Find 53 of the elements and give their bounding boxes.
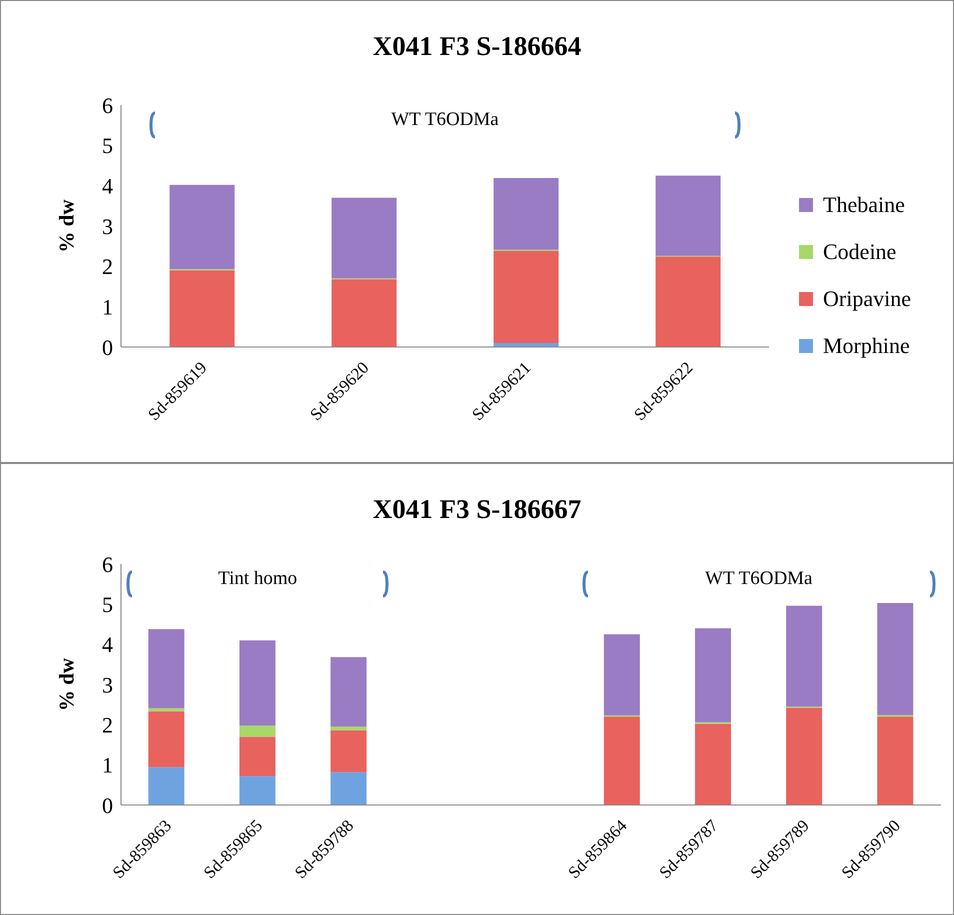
chart-title: X041 F3 S-186664 [372, 31, 582, 62]
y-tick-label: 5 [102, 592, 113, 617]
bar [239, 640, 276, 726]
y-axis-title: % dw [54, 198, 78, 253]
annotation: WT T6ODMa [390, 109, 500, 131]
bar [877, 716, 914, 805]
bar [170, 184, 235, 270]
bar [494, 178, 559, 250]
bar [239, 776, 276, 805]
bar [604, 634, 640, 716]
bar [330, 730, 367, 772]
bar [330, 657, 367, 727]
bar [332, 198, 397, 278]
bar [604, 716, 640, 805]
bar [148, 629, 184, 708]
legend-label: Codeine [823, 238, 896, 264]
y-tick-label: 3 [102, 214, 113, 239]
y-tick-label: 5 [102, 133, 113, 158]
bar [148, 767, 184, 805]
bar [239, 736, 276, 776]
y-tick-label: 6 [102, 552, 113, 577]
y-tick-label: 2 [102, 712, 113, 738]
legend-label: Morphine [823, 332, 910, 358]
bar [239, 725, 276, 737]
annotation: WT T6ODMa [704, 568, 814, 590]
bar [656, 256, 721, 347]
bar [494, 251, 559, 343]
bar [330, 772, 367, 805]
y-tick-label: 1 [102, 752, 113, 778]
y-tick-label: 2 [102, 254, 113, 280]
y-tick-label: 1 [102, 294, 113, 320]
bar [330, 726, 367, 730]
chart-title: X041 F3 S-186667 [372, 494, 582, 525]
y-tick-label: 0 [102, 334, 113, 360]
y-tick-label: 6 [102, 92, 113, 118]
bar [786, 606, 822, 707]
bar [695, 628, 731, 722]
bar [695, 724, 731, 805]
y-tick-label: 4 [102, 632, 113, 658]
annotation: Tint homo [217, 568, 298, 590]
y-tick-label: 3 [102, 672, 113, 698]
legend-label: Oripavine [823, 286, 911, 312]
bar [170, 270, 235, 347]
y-axis-title: % dw [54, 657, 78, 712]
bar [332, 279, 397, 347]
bar [786, 708, 822, 805]
bar [656, 176, 721, 256]
y-tick-label: 4 [102, 173, 113, 198]
bar [148, 711, 184, 768]
legend-label: Thebaine [823, 192, 905, 218]
y-tick-label: 0 [102, 792, 113, 818]
bar [148, 708, 184, 712]
bar [877, 602, 914, 716]
